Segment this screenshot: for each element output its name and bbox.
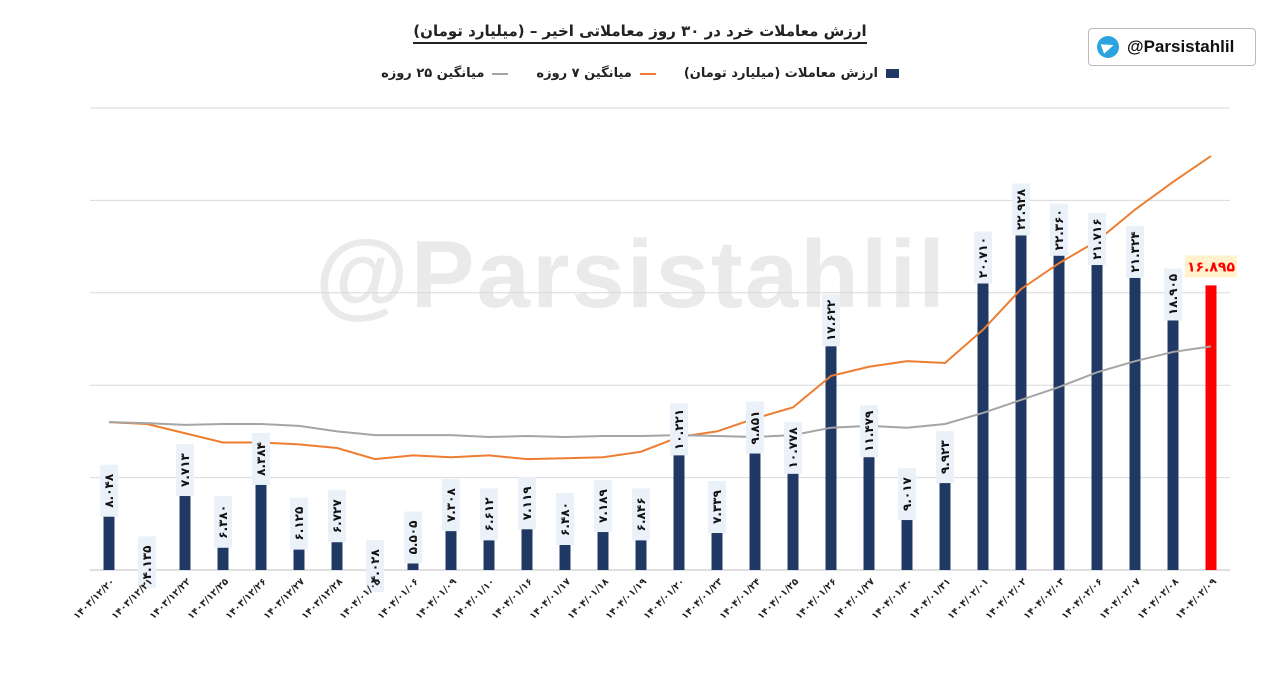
value-label-bg — [784, 421, 802, 474]
telegram-icon — [1097, 36, 1119, 58]
bar — [103, 468, 115, 570]
value-label: ۸.۳۸۴ — [254, 442, 268, 476]
bar — [1205, 285, 1217, 570]
value-label-bg — [366, 540, 384, 593]
chart-title: ارزش معاملات خرد در ۳۰ روز معاملاتی اخیر… — [0, 22, 1280, 44]
value-label: ۶.۱۲۵ — [292, 507, 306, 541]
value-label: ۲۲.۹۲۸ — [1014, 188, 1028, 230]
value-label-bg — [708, 480, 726, 533]
value-label-bg — [1185, 255, 1237, 278]
series-line-ma25 — [108, 345, 1212, 438]
value-label-bg — [176, 444, 194, 497]
bar — [1053, 207, 1065, 571]
bar — [255, 436, 267, 570]
value-label: ۹.۸۵۱ — [748, 411, 762, 445]
value-label-bg — [404, 511, 422, 564]
value-label: ۶.۴۸۰ — [558, 502, 572, 536]
value-label: ۷.۷۱۳ — [178, 452, 192, 487]
value-label: ۸.۰۴۸ — [102, 473, 116, 508]
value-label: ۱۰.۷۷۸ — [786, 427, 800, 469]
legend-item-bars: ارزش معاملات (میلیارد تومان) — [684, 66, 899, 81]
value-label-bg — [1126, 225, 1144, 278]
value-label: ۶.۳۸۰ — [216, 505, 230, 539]
value-label: ۹.۰۱۷ — [900, 476, 914, 511]
value-label-bg — [1050, 203, 1068, 256]
value-label: ۲۱.۳۲۴ — [1128, 231, 1142, 272]
legend: ارزش معاملات (میلیارد تومان) میانگین ۷ ر… — [0, 66, 1280, 81]
value-label: ۹.۹۲۳ — [938, 439, 952, 474]
legend-swatch-ma7 — [639, 72, 656, 75]
value-label-bg — [556, 493, 574, 546]
bar — [825, 298, 837, 570]
legend-swatch-ma25 — [492, 72, 509, 75]
chart-title-text: ارزش معاملات خرد در ۳۰ روز معاملاتی اخیر… — [413, 22, 867, 44]
bar — [1015, 187, 1027, 571]
value-label: ۲۲.۳۶۰ — [1052, 209, 1066, 250]
value-label-bg — [518, 477, 536, 530]
value-label-bg — [1164, 268, 1182, 321]
value-label-bg — [632, 488, 650, 541]
value-label-bg — [860, 405, 878, 458]
value-label: ۶.۷۲۷ — [330, 499, 344, 534]
value-label: ۷.۳۰۸ — [444, 488, 458, 523]
value-label-bg — [290, 497, 308, 550]
value-label-bg — [442, 479, 460, 532]
value-label: ۶.۸۴۶ — [634, 497, 648, 531]
legend-item-ma7: میانگین ۷ روزه — [536, 66, 656, 81]
bar — [1091, 217, 1103, 571]
value-label: ۱۶.۸۹۵ — [1187, 259, 1235, 275]
bar — [901, 472, 913, 570]
value-label-bg — [100, 464, 118, 517]
value-label: ۴.۰۲۸ — [368, 549, 382, 584]
value-label: ۷.۱۸۹ — [596, 488, 610, 523]
legend-item-ma25: میانگین ۲۵ روزه — [381, 66, 509, 81]
value-label-bg — [898, 468, 916, 521]
value-label: ۷.۳۳۹ — [710, 489, 724, 524]
bar — [1167, 272, 1179, 570]
legend-swatch-bars — [885, 69, 899, 78]
bar — [939, 435, 951, 570]
value-label-bg — [1012, 183, 1030, 236]
value-label-bg — [1088, 213, 1106, 266]
value-label: ۱۰.۲۲۱ — [672, 409, 686, 450]
channel-handle-text: @Parsistahlil — [1127, 37, 1235, 56]
value-label: ۲۰.۷۱۰ — [976, 237, 990, 278]
bar — [749, 405, 761, 570]
bar — [977, 235, 989, 570]
value-label: ۴.۱۳۵ — [140, 546, 154, 580]
value-label: ۱۷.۶۲۲ — [824, 299, 838, 341]
legend-label-ma7: میانگین ۷ روزه — [536, 66, 632, 81]
value-label-bg — [214, 495, 232, 548]
value-label: ۱۱.۴۷۹ — [862, 410, 876, 452]
value-label-bg — [936, 431, 954, 484]
value-label-bg — [746, 401, 764, 454]
value-label-bg — [252, 432, 270, 485]
value-label: ۵.۵۰۵ — [406, 521, 420, 555]
value-label-bg — [594, 480, 612, 533]
series-line-ma7 — [108, 155, 1212, 461]
bar — [863, 409, 875, 570]
x-tick-label: ۱۴۰۴/۰۲/۰۹ — [1174, 576, 1220, 622]
bar — [787, 425, 799, 570]
value-label: ۷.۱۱۹ — [520, 486, 534, 521]
value-label-bg — [670, 403, 688, 456]
value-label: ۲۱.۷۱۶ — [1090, 218, 1104, 259]
bar — [673, 407, 685, 570]
bar — [1129, 229, 1141, 570]
value-label: ۱۸.۹۰۵ — [1166, 274, 1180, 315]
value-label-bg — [480, 488, 498, 541]
value-label-bg — [974, 231, 992, 284]
legend-label-bars: ارزش معاملات (میلیارد تومان) — [683, 66, 878, 81]
value-label-bg — [822, 294, 840, 347]
channel-handle-badge[interactable]: @Parsistahlil — [1088, 28, 1256, 66]
value-label-bg — [138, 536, 156, 589]
legend-label-ma25: میانگین ۲۵ روزه — [381, 66, 485, 81]
value-label: ۶.۶۱۲ — [482, 497, 496, 532]
bar — [179, 448, 191, 570]
value-label-bg — [328, 490, 346, 543]
